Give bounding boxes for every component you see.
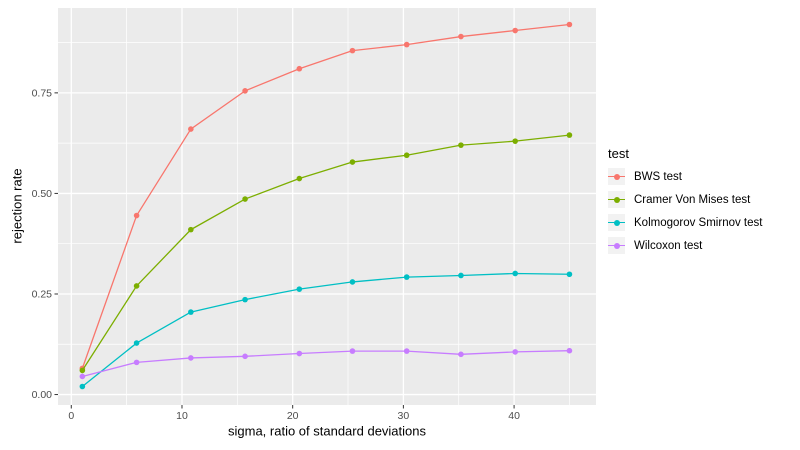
legend-title: test [608, 146, 629, 161]
x-axis-title: sigma, ratio of standard deviations [228, 423, 426, 439]
series-point-wilcoxon-test [242, 353, 248, 360]
legend-item-label: Wilcoxon test [634, 239, 703, 252]
series-line-bws-test [81, 23, 571, 370]
legend-item-cramer-von-mises-test: Cramer Von Mises test [608, 191, 798, 208]
series-point-cramer-von-mises-test [566, 132, 573, 138]
x-axis-tick-label: 20 [287, 410, 299, 422]
series-point-kolmogorov-smirnov-test [566, 271, 573, 278]
series-point-kolmogorov-smirnov-test [133, 340, 140, 346]
series-point-kolmogorov-smirnov-test [512, 270, 518, 277]
series-point-cramer-von-mises-test [296, 175, 303, 182]
series-point-bws-test [296, 65, 303, 72]
series-point-bws-test [403, 41, 410, 48]
series-point-kolmogorov-smirnov-test [403, 274, 410, 280]
series-point-bws-test [188, 126, 194, 132]
x-axis-tick-label: 0 [68, 410, 74, 422]
series-point-cramer-von-mises-test [133, 283, 140, 289]
legend-item-label: BWS test [634, 170, 682, 183]
legend-key-icon [608, 237, 625, 254]
series-point-wilcoxon-test [512, 349, 518, 355]
series-point-bws-test [242, 88, 248, 94]
legend-key-dot [613, 173, 620, 180]
series-point-kolmogorov-smirnov-test [458, 272, 464, 279]
y-axis-tick-label: 0.25 [32, 288, 53, 300]
legend-items: BWS test Cramer Von Mises test Kolmogorov … [608, 168, 798, 254]
series-point-wilcoxon-test [403, 348, 410, 354]
legend-key-icon [608, 168, 625, 185]
legend-item-label: Kolmogorov Smirnov test [634, 216, 763, 229]
x-axis-tick-label: 10 [176, 410, 188, 422]
series-point-bws-test [566, 21, 573, 28]
legend-key-dot [613, 242, 620, 249]
series-point-wilcoxon-test [79, 373, 86, 380]
series-point-wilcoxon-test [188, 355, 194, 361]
series-point-kolmogorov-smirnov-test [79, 383, 86, 390]
series-point-cramer-von-mises-test [242, 196, 248, 202]
series-point-bws-test [349, 47, 356, 54]
series-point-cramer-von-mises-test [458, 142, 464, 148]
x-axis-tick-label: 40 [508, 410, 520, 422]
series-point-wilcoxon-test [133, 359, 140, 366]
series-line-cramer-von-mises-test [81, 134, 571, 372]
y-axis-tick-label: 0.00 [32, 389, 53, 401]
legend-item-bws-test: BWS test [608, 168, 798, 185]
legend-key-dot [613, 196, 620, 203]
series-point-kolmogorov-smirnov-test [296, 286, 303, 292]
series-point-wilcoxon-test [458, 351, 464, 358]
series-line-kolmogorov-smirnov-test [81, 272, 571, 388]
legend-item-kolmogorov-smirnov-test: Kolmogorov Smirnov test [608, 214, 798, 231]
series-point-cramer-von-mises-test [79, 367, 86, 374]
series-point-bws-test [458, 33, 464, 40]
y-axis-title: rejection rate [9, 168, 25, 244]
series-point-kolmogorov-smirnov-test [349, 279, 356, 285]
x-axis-tick-label: 30 [398, 410, 410, 422]
legend-key-icon [608, 191, 625, 208]
panel-background [58, 8, 596, 405]
legend: test BWS test Cramer Von Mises test Kolmog… [608, 146, 798, 260]
series-point-kolmogorov-smirnov-test [188, 309, 194, 315]
series-point-kolmogorov-smirnov-test [242, 296, 248, 303]
legend-key-dot [613, 219, 620, 226]
series-point-wilcoxon-test [566, 347, 573, 354]
legend-item-label: Cramer Von Mises test [634, 193, 751, 206]
series-point-cramer-von-mises-test [403, 152, 410, 159]
series-point-cramer-von-mises-test [349, 159, 356, 165]
series-point-bws-test [512, 27, 518, 34]
series-point-cramer-von-mises-test [512, 138, 518, 144]
series-line-wilcoxon-test [81, 350, 571, 378]
series-point-wilcoxon-test [296, 350, 303, 357]
series-point-bws-test [133, 212, 140, 219]
legend-item-wilcoxon-test: Wilcoxon test [608, 237, 798, 254]
series-point-wilcoxon-test [349, 348, 356, 354]
legend-key-icon [608, 214, 625, 231]
y-axis-tick-label: 0.50 [32, 188, 53, 200]
y-axis-tick-label: 0.75 [32, 87, 53, 99]
series-point-cramer-von-mises-test [188, 226, 194, 233]
